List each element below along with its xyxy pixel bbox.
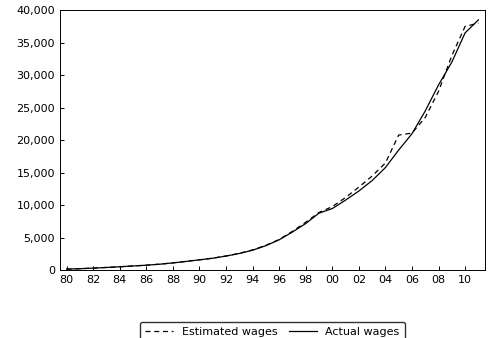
Line: Actual wages: Actual wages [66, 20, 478, 269]
Estimated wages [196, 258, 202, 262]
Estimated wages [462, 24, 468, 28]
Actual wages [263, 244, 269, 248]
Estimated wages [250, 248, 256, 252]
Actual wages [196, 258, 202, 262]
Actual wages [396, 148, 402, 152]
Actual wages [104, 265, 110, 269]
Actual wages [342, 198, 348, 202]
Estimated wages [476, 21, 482, 25]
Estimated wages [77, 267, 83, 271]
Line: Estimated wages: Estimated wages [66, 23, 478, 269]
Actual wages [302, 221, 308, 225]
Estimated wages [422, 116, 428, 120]
Estimated wages [276, 238, 282, 242]
Actual wages [90, 266, 96, 270]
Estimated wages [210, 256, 216, 260]
Estimated wages [144, 263, 150, 267]
Actual wages [356, 189, 362, 193]
Actual wages [117, 265, 123, 269]
Estimated wages [342, 195, 348, 199]
Estimated wages [302, 220, 308, 224]
Estimated wages [436, 90, 442, 94]
Estimated wages [316, 211, 322, 215]
Estimated wages [236, 251, 242, 256]
Estimated wages [330, 204, 336, 209]
Actual wages [436, 83, 442, 87]
Actual wages [236, 251, 242, 256]
Estimated wages [183, 259, 189, 263]
Actual wages [422, 109, 428, 113]
Actual wages [77, 267, 83, 271]
Actual wages [223, 254, 229, 258]
Estimated wages [449, 54, 455, 58]
Estimated wages [369, 174, 375, 178]
Estimated wages [117, 265, 123, 269]
Estimated wages [382, 161, 388, 165]
Estimated wages [64, 267, 70, 271]
Actual wages [130, 264, 136, 268]
Actual wages [369, 178, 375, 183]
Estimated wages [409, 131, 415, 135]
Actual wages [64, 267, 70, 271]
Estimated wages [170, 261, 176, 265]
Actual wages [316, 211, 322, 215]
Actual wages [183, 259, 189, 263]
Actual wages [462, 31, 468, 35]
Actual wages [156, 262, 162, 266]
Actual wages [449, 60, 455, 64]
Actual wages [382, 166, 388, 170]
Actual wages [290, 230, 296, 234]
Actual wages [476, 18, 482, 22]
Legend: Estimated wages, Actual wages: Estimated wages, Actual wages [140, 322, 405, 338]
Estimated wages [290, 230, 296, 234]
Actual wages [330, 207, 336, 211]
Estimated wages [263, 243, 269, 247]
Actual wages [250, 248, 256, 252]
Actual wages [276, 238, 282, 242]
Actual wages [170, 261, 176, 265]
Actual wages [409, 132, 415, 136]
Actual wages [210, 256, 216, 260]
Estimated wages [156, 262, 162, 266]
Estimated wages [396, 133, 402, 137]
Estimated wages [90, 266, 96, 270]
Actual wages [144, 263, 150, 267]
Estimated wages [104, 265, 110, 269]
Estimated wages [223, 254, 229, 258]
Estimated wages [130, 264, 136, 268]
Estimated wages [356, 185, 362, 189]
